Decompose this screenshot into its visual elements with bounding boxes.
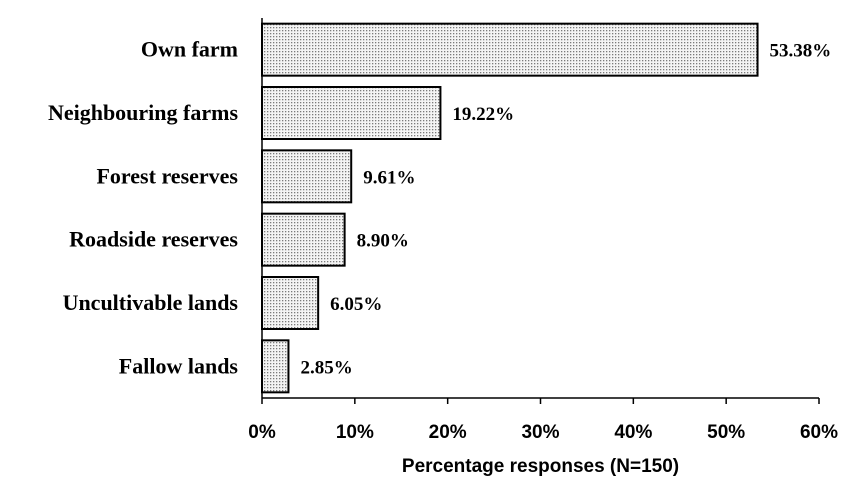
x-tick-label: 50% <box>707 422 745 443</box>
data-label: 19.22% <box>452 104 514 125</box>
category-label: Fallow lands <box>119 353 239 378</box>
bar <box>261 212 346 267</box>
data-label: 6.05% <box>330 294 382 315</box>
category-label: Own farm <box>141 37 238 62</box>
x-tick-label: 60% <box>800 422 838 443</box>
bar <box>261 339 290 394</box>
bar <box>261 276 320 330</box>
data-label: 8.90% <box>357 231 409 252</box>
bar <box>261 86 442 140</box>
data-label: 2.85% <box>300 357 352 378</box>
category-label: Roadside reserves <box>69 227 238 252</box>
bars-layer <box>261 22 759 394</box>
data-label: 53.38% <box>770 41 832 62</box>
x-axis-ticks: 0% 10% 20% 30% 40% 50% 60% <box>248 398 838 443</box>
x-tick-label: 20% <box>429 422 467 443</box>
x-tick-label: 30% <box>521 422 559 443</box>
x-tick-label: 10% <box>336 422 374 443</box>
data-label: 9.61% <box>363 167 415 188</box>
category-label: Neighbouring farms <box>48 100 239 125</box>
category-labels: Own farm Neighbouring farms Forest reserve… <box>48 37 239 379</box>
value-labels: 53.38% 19.22% 9.61% 8.90% 6.05% 2.85% <box>300 41 831 379</box>
bar <box>261 22 759 77</box>
bar <box>261 149 353 204</box>
x-tick-label: 40% <box>614 422 652 443</box>
category-label: Uncultivable lands <box>63 290 239 315</box>
x-axis-title: Percentage responses (N=150) <box>402 456 679 477</box>
category-label: Forest reserves <box>96 163 238 188</box>
x-tick-label: 0% <box>248 422 276 443</box>
